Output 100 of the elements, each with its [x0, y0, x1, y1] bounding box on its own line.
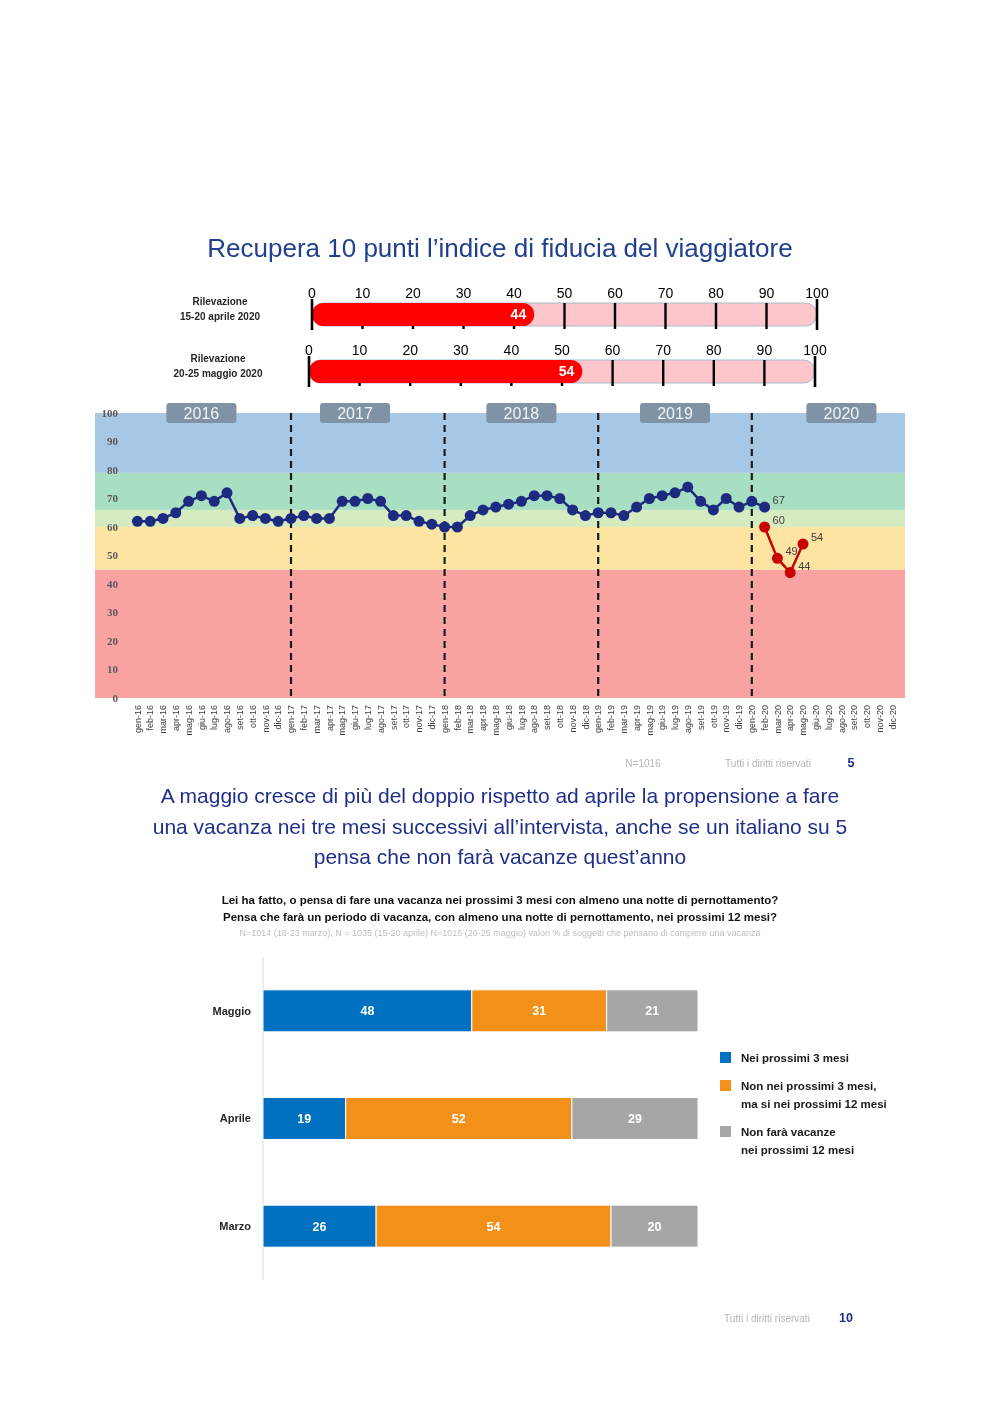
point	[579, 510, 591, 522]
x-tick-label: 20	[402, 342, 419, 358]
y-tick-label: Maggio	[212, 1004, 252, 1017]
point	[221, 487, 233, 499]
x-tick-label: 30	[453, 342, 469, 358]
x-tick-label: mag-19	[644, 705, 655, 736]
point	[234, 512, 246, 524]
point	[349, 495, 361, 507]
x-tick-label: set-17	[388, 705, 399, 731]
point	[259, 512, 271, 524]
x-tick-label: 70	[655, 342, 672, 358]
y-tick-label: 10	[107, 663, 119, 676]
point	[208, 495, 220, 507]
x-tick-label: 0	[308, 285, 317, 301]
point	[285, 512, 297, 524]
point	[311, 512, 323, 524]
point	[656, 490, 668, 502]
point	[695, 495, 707, 507]
annotation: 2020	[823, 405, 860, 422]
x-tick-label: dic-16	[273, 705, 284, 730]
x-tick-label: mag-17	[337, 705, 348, 736]
x-tick-label: mag-20	[798, 705, 809, 736]
point	[682, 481, 694, 493]
x-tick-label: apr-17	[324, 705, 335, 732]
y-tick-label: 40	[107, 577, 119, 590]
point	[272, 515, 284, 527]
x-tick-label: set-16	[234, 705, 245, 731]
point	[400, 510, 412, 522]
data-label: 49	[785, 545, 798, 558]
x-tick-label: 0	[305, 342, 314, 358]
data-label: 54	[811, 531, 824, 544]
x-tick-label: nov-16	[260, 705, 271, 733]
x-tick-label: 10	[351, 342, 368, 358]
x-tick-label: feb-17	[298, 705, 309, 731]
x-tick-label: nov-20	[874, 705, 885, 733]
data-label: 67	[772, 494, 785, 507]
data-label: 29	[627, 1111, 642, 1126]
point	[439, 521, 451, 533]
x-tick-label: apr-16	[170, 705, 181, 732]
x-tick-label: mar-18	[465, 705, 476, 734]
data-label: 60	[772, 514, 785, 526]
x-tick-label: ago-17	[375, 705, 386, 734]
x-tick-label: feb-20	[759, 705, 770, 731]
annotation: 2018	[503, 405, 540, 422]
x-tick-label: lug-19	[670, 705, 681, 731]
x-tick-label: giu-17	[350, 705, 361, 731]
x-tick-label: nov-17	[414, 705, 425, 733]
point	[554, 493, 566, 504]
y-tick-label: 60	[107, 520, 119, 533]
legend-label: Non farà vacanze nei prossimi 12 mesi	[741, 1126, 855, 1156]
x-tick-label: ago-18	[529, 705, 540, 734]
point	[247, 510, 259, 522]
point	[618, 510, 630, 522]
point	[541, 490, 553, 502]
point	[144, 515, 156, 527]
x-tick-label: gen-17	[286, 705, 297, 734]
x-tick-label: 90	[756, 342, 773, 358]
x-tick-label: apr-19	[631, 705, 642, 732]
point	[490, 501, 502, 513]
x-tick-label: giu-16	[196, 705, 207, 731]
chart-title: Recupera 10 punti l’indice di fiducia del viaggiatore	[207, 233, 793, 263]
y-tick-label: 80	[107, 463, 119, 476]
x-tick-label: 60	[607, 285, 623, 301]
point	[797, 538, 809, 550]
x-tick-label: 50	[554, 342, 570, 358]
x-tick-label: set-19	[695, 705, 706, 731]
x-tick-label: gen-19	[593, 705, 604, 734]
x-tick-label: dic-18	[580, 705, 591, 730]
x-tick-label: 40	[506, 285, 522, 301]
x-tick-label: mar-17	[311, 705, 322, 734]
y-tick-label: Aprile	[219, 1112, 251, 1125]
x-tick-label: ott-17	[401, 705, 412, 729]
point	[362, 493, 374, 504]
x-tick-label: 20	[405, 285, 421, 301]
x-tick-label: 60	[604, 342, 621, 358]
annotation: 2017	[337, 405, 373, 422]
x-tick-label: lug-16	[209, 705, 220, 731]
point	[643, 493, 655, 504]
point	[195, 490, 207, 502]
x-tick-label: nov-19	[721, 705, 732, 733]
y-tick-label: 70	[107, 492, 119, 505]
point	[631, 501, 643, 513]
point	[170, 507, 182, 519]
point	[605, 507, 617, 519]
x-tick-label: feb-16	[145, 705, 156, 731]
y-tick-label: 20	[107, 634, 119, 647]
x-tick-label: 70	[657, 285, 674, 301]
x-tick-label: set-20	[849, 705, 860, 731]
x-tick-label: mag-16	[183, 705, 194, 736]
annotation: 2016	[183, 405, 220, 422]
point	[464, 510, 476, 522]
y-tick-label: Rilevazione 20-25 maggio 2020	[173, 352, 263, 379]
point	[336, 495, 348, 507]
x-tick-label: giu-19	[657, 705, 668, 731]
x-tick-label: mar-19	[618, 705, 629, 734]
x-tick-label: 10	[354, 285, 371, 301]
x-tick-label: nov-18	[567, 705, 578, 733]
point	[746, 495, 758, 507]
point	[515, 495, 527, 507]
y-tick-label: Marzo	[219, 1220, 252, 1233]
